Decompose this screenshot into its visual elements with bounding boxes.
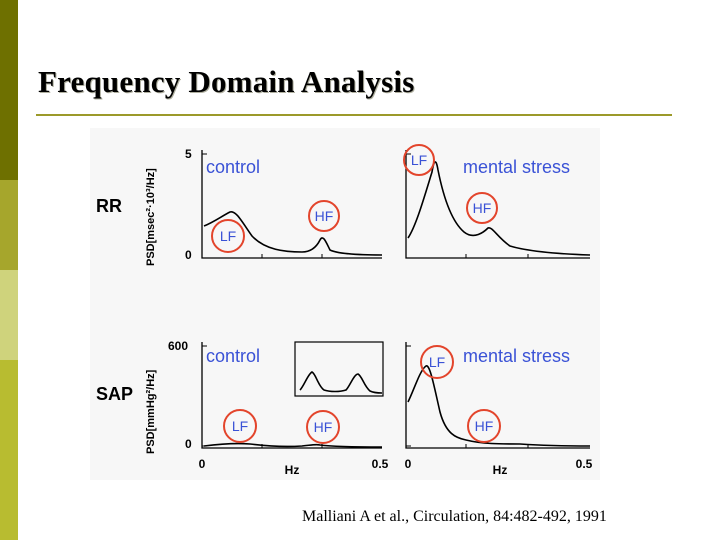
citation-text: Malliani A et al., Circulation, 84:482-4… xyxy=(302,508,607,525)
hf-marker-rr-stress xyxy=(466,192,498,224)
lf-marker-sap-control xyxy=(223,409,257,443)
lf-marker-rr-stress xyxy=(403,144,435,176)
x-axis-title-left: Hz xyxy=(285,463,300,477)
x-tick-right-max: 0.5 xyxy=(576,457,593,471)
title-underline xyxy=(36,114,672,116)
lf-marker-rr-control xyxy=(211,219,245,253)
hf-label-sap-stress: HF xyxy=(475,418,494,434)
y-tick-sap-min: 0 xyxy=(185,437,192,451)
panel-title-rr-control: control xyxy=(206,157,260,177)
lf-label-rr-control: LF xyxy=(220,228,236,244)
panel-title-rr-stress: mental stress xyxy=(463,157,570,177)
curve-rr-control xyxy=(203,211,383,256)
y-tick-sap-max: 600 xyxy=(168,339,188,353)
panel-frame-sap-stress xyxy=(405,342,590,449)
x-tick-left-max: 0.5 xyxy=(372,457,389,471)
slide-title: Frequency Domain Analysis xyxy=(38,64,415,99)
lf-marker-sap-stress xyxy=(420,345,454,379)
x-tick-right-min: 0 xyxy=(405,457,412,471)
hf-label-rr-stress: HF xyxy=(473,200,492,216)
y-tick-rr-min: 0 xyxy=(185,248,192,262)
y-axis-title-sap: PSD[mmHg²/Hz] xyxy=(145,369,157,454)
curve-sap-control xyxy=(203,442,383,448)
row-label-sap: SAP xyxy=(96,384,133,404)
x-axis-title-right: Hz xyxy=(493,463,508,477)
hf-label-rr-control: HF xyxy=(315,208,334,224)
curve-rr-stress xyxy=(407,161,591,256)
panel-title-sap-stress: mental stress xyxy=(463,346,570,366)
hf-marker-rr-control xyxy=(308,200,340,232)
sidebar-segment xyxy=(0,180,18,270)
sidebar-segment xyxy=(0,0,18,180)
y-axis-title-rr: PSD[msec²·10³/Hz] xyxy=(145,168,157,266)
sidebar-segment xyxy=(0,270,18,360)
slide-sidebar xyxy=(0,0,18,540)
psd-figure-svg: RR SAP PSD[msec²·10³/Hz] PSD[mmHg²/Hz] 5… xyxy=(96,144,593,477)
hf-marker-sap-control xyxy=(306,410,340,444)
y-tick-rr-max: 5 xyxy=(185,147,192,161)
curve-sap-stress xyxy=(407,365,591,447)
curve-sap-inset xyxy=(299,371,383,394)
lf-label-sap-stress: LF xyxy=(429,354,445,370)
sidebar-segment xyxy=(0,360,18,540)
panel-title-sap-control: control xyxy=(206,346,260,366)
row-label-rr: RR xyxy=(96,196,122,216)
lf-label-sap-control: LF xyxy=(232,418,248,434)
hf-marker-sap-stress xyxy=(467,409,501,443)
inset-box xyxy=(294,341,384,397)
psd-figure: RR SAP PSD[msec²·10³/Hz] PSD[mmHg²/Hz] 5… xyxy=(90,128,600,480)
x-tick-left-min: 0 xyxy=(199,457,206,471)
hf-label-sap-control: HF xyxy=(314,419,333,435)
lf-label-rr-stress: LF xyxy=(411,152,427,168)
